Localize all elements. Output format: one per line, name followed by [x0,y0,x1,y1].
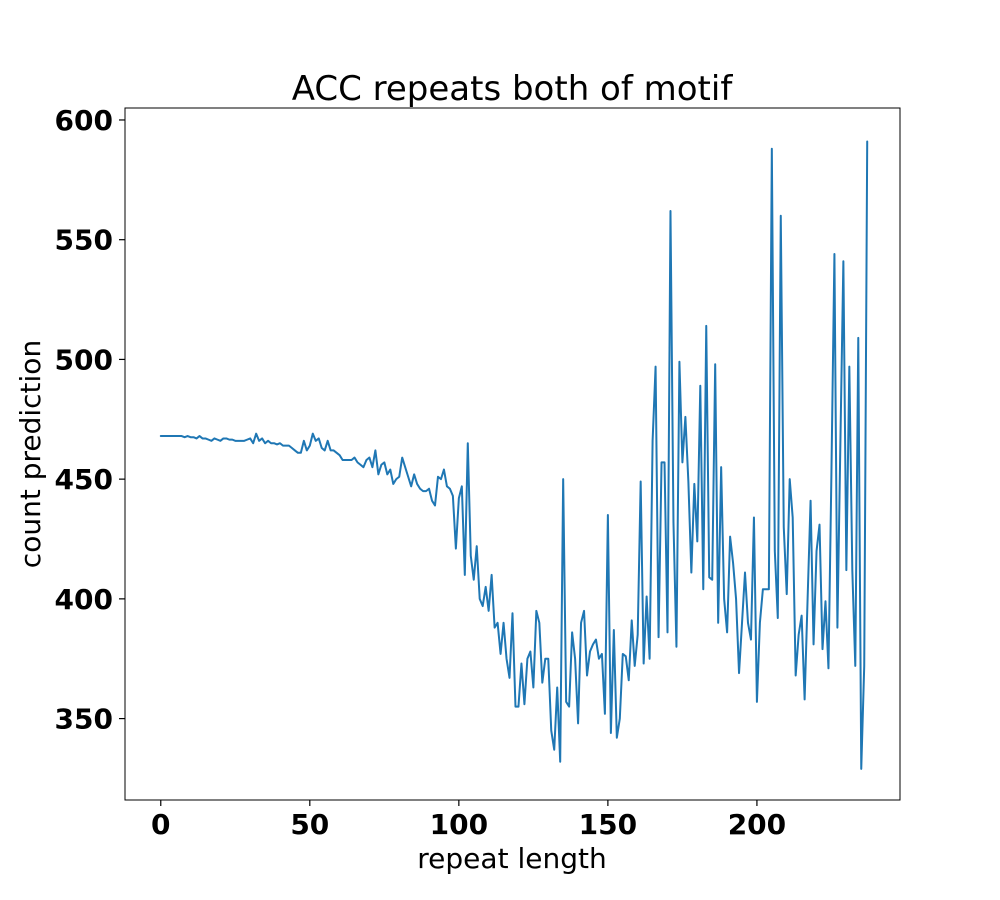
y-tick-label: 450 [55,463,113,496]
y-tick-label: 600 [55,104,113,137]
y-tick-label: 400 [55,583,113,616]
y-axis-label: count prediction [14,340,47,568]
plot-area [159,140,869,770]
x-tick-label: 0 [151,808,170,841]
x-tick-label: 200 [728,808,786,841]
x-tick-label: 150 [579,808,637,841]
x-tick-label: 50 [290,808,329,841]
plot-frame [124,107,901,801]
y-axis-ticks: 350 400 450 500 550 600 [55,104,125,736]
y-tick-label: 550 [55,224,113,257]
chart-title: ACC repeats both of motif [292,69,734,109]
x-axis-ticks: 0 50 100 150 200 [151,800,786,841]
y-tick-label: 500 [55,343,113,376]
series-line [159,140,869,770]
x-tick-label: 100 [430,808,488,841]
x-axis-label: repeat length [417,842,606,875]
y-tick-label: 350 [55,703,113,736]
